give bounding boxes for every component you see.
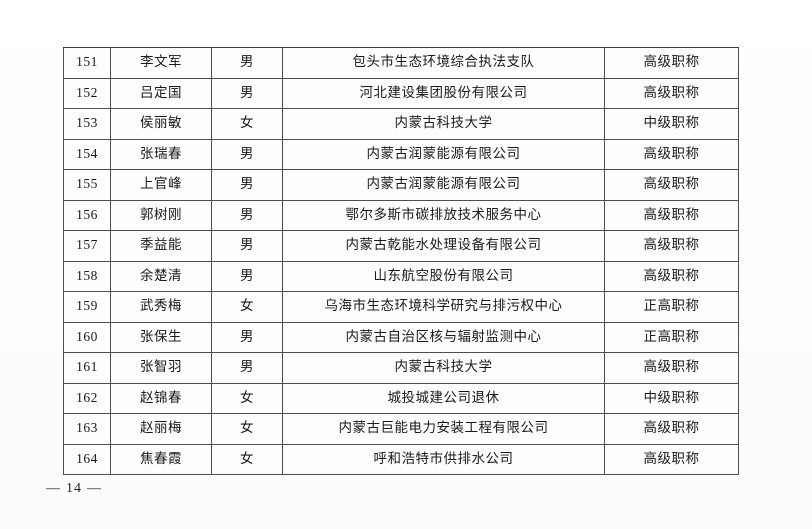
footer-dash-left: — [46,481,61,496]
cell-name: 武秀梅 [110,291,212,323]
cell-name: 张保生 [110,321,212,353]
cell-index: 151 [63,47,111,79]
cell-title: 高级职称 [604,413,739,445]
table-row: 153 侯丽敏 女 内蒙古科技大学 中级职称 [63,108,739,140]
roster-table: 151 李文军 男 包头市生态环境综合执法支队 高级职称 152 吕定国 男 河… [63,47,739,475]
cell-title: 高级职称 [604,230,739,262]
cell-title: 中级职称 [604,108,739,140]
page-footer: — 14 — [46,481,102,497]
cell-title: 高级职称 [604,260,739,292]
cell-name: 余楚清 [110,260,212,292]
cell-name: 李文军 [110,47,212,79]
cell-name: 郭树刚 [110,199,212,231]
cell-org: 呼和浩特市供排水公司 [282,443,605,475]
cell-index: 159 [63,291,111,323]
cell-name: 侯丽敏 [110,108,212,140]
cell-name: 赵锦春 [110,382,212,414]
cell-title: 高级职称 [604,47,739,79]
cell-gender: 男 [211,199,283,231]
cell-gender: 男 [211,321,283,353]
cell-title: 高级职称 [604,77,739,109]
cell-index: 152 [63,77,111,109]
table-row: 162 赵锦春 女 城投城建公司退休 中级职称 [63,382,739,414]
table-row: 163 赵丽梅 女 内蒙古巨能电力安装工程有限公司 高级职称 [63,413,739,445]
table-row: 160 张保生 男 内蒙古自治区核与辐射监测中心 正高职称 [63,321,739,353]
cell-gender: 女 [211,413,283,445]
cell-name: 吕定国 [110,77,212,109]
cell-name: 张瑞春 [110,138,212,170]
cell-gender: 女 [211,382,283,414]
cell-name: 赵丽梅 [110,413,212,445]
cell-index: 156 [63,199,111,231]
cell-title: 高级职称 [604,138,739,170]
table-row: 159 武秀梅 女 乌海市生态环境科学研究与排污权中心 正高职称 [63,291,739,323]
table-row: 154 张瑞春 男 内蒙古润蒙能源有限公司 高级职称 [63,138,739,170]
footer-dash-right: — [87,481,102,496]
cell-org: 内蒙古润蒙能源有限公司 [282,169,605,201]
cell-index: 155 [63,169,111,201]
cell-org: 内蒙古巨能电力安装工程有限公司 [282,413,605,445]
cell-gender: 男 [211,352,283,384]
cell-org: 内蒙古科技大学 [282,108,605,140]
cell-gender: 男 [211,138,283,170]
cell-name: 焦春霞 [110,443,212,475]
cell-title: 高级职称 [604,169,739,201]
cell-title: 正高职称 [604,321,739,353]
cell-org: 内蒙古润蒙能源有限公司 [282,138,605,170]
cell-org: 鄂尔多斯市碳排放技术服务中心 [282,199,605,231]
cell-org: 内蒙古科技大学 [282,352,605,384]
cell-name: 张智羽 [110,352,212,384]
table-row: 161 张智羽 男 内蒙古科技大学 高级职称 [63,352,739,384]
table-row: 152 吕定国 男 河北建设集团股份有限公司 高级职称 [63,77,739,109]
cell-gender: 男 [211,77,283,109]
roster-table-body: 151 李文军 男 包头市生态环境综合执法支队 高级职称 152 吕定国 男 河… [63,47,739,475]
table-row: 156 郭树刚 男 鄂尔多斯市碳排放技术服务中心 高级职称 [63,199,739,231]
cell-index: 153 [63,108,111,140]
cell-title: 正高职称 [604,291,739,323]
cell-title: 中级职称 [604,382,739,414]
cell-gender: 女 [211,291,283,323]
cell-index: 161 [63,352,111,384]
table-row: 164 焦春霞 女 呼和浩特市供排水公司 高级职称 [63,443,739,475]
cell-org: 乌海市生态环境科学研究与排污权中心 [282,291,605,323]
cell-title: 高级职称 [604,352,739,384]
table-row: 158 余楚清 男 山东航空股份有限公司 高级职称 [63,260,739,292]
cell-index: 158 [63,260,111,292]
cell-index: 163 [63,413,111,445]
cell-index: 154 [63,138,111,170]
cell-org: 包头市生态环境综合执法支队 [282,47,605,79]
cell-name: 季益能 [110,230,212,262]
table-row: 157 季益能 男 内蒙古乾能水处理设备有限公司 高级职称 [63,230,739,262]
cell-title: 高级职称 [604,443,739,475]
cell-index: 160 [63,321,111,353]
cell-title: 高级职称 [604,199,739,231]
page-number: 14 [66,481,82,496]
cell-gender: 女 [211,443,283,475]
cell-org: 城投城建公司退休 [282,382,605,414]
cell-gender: 男 [211,169,283,201]
cell-index: 162 [63,382,111,414]
cell-org: 河北建设集团股份有限公司 [282,77,605,109]
table-row: 151 李文军 男 包头市生态环境综合执法支队 高级职称 [63,47,739,79]
cell-org: 内蒙古自治区核与辐射监测中心 [282,321,605,353]
roster-table-container: 151 李文军 男 包头市生态环境综合执法支队 高级职称 152 吕定国 男 河… [63,47,739,475]
cell-org: 山东航空股份有限公司 [282,260,605,292]
cell-name: 上官峰 [110,169,212,201]
cell-index: 157 [63,230,111,262]
cell-org: 内蒙古乾能水处理设备有限公司 [282,230,605,262]
cell-gender: 男 [211,260,283,292]
table-row: 155 上官峰 男 内蒙古润蒙能源有限公司 高级职称 [63,169,739,201]
cell-gender: 女 [211,108,283,140]
cell-gender: 男 [211,47,283,79]
cell-index: 164 [63,443,111,475]
cell-gender: 男 [211,230,283,262]
